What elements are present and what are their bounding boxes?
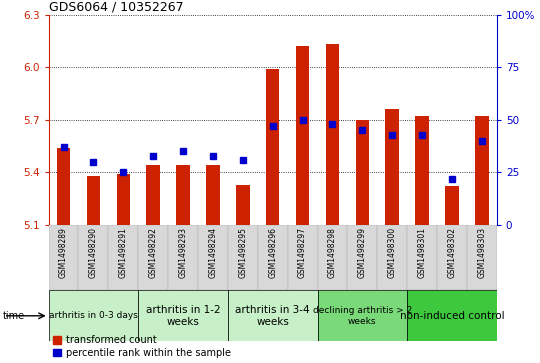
Bar <box>475 116 489 225</box>
Bar <box>198 225 228 290</box>
Bar <box>177 166 190 225</box>
Bar <box>228 290 318 341</box>
Bar <box>138 290 228 341</box>
Bar <box>109 225 138 290</box>
Text: GSM1498296: GSM1498296 <box>268 227 277 278</box>
Bar <box>288 225 318 290</box>
Text: GSM1498295: GSM1498295 <box>238 227 247 278</box>
Text: GSM1498302: GSM1498302 <box>448 227 456 278</box>
Bar <box>258 225 288 290</box>
Text: arthritis in 1-2
weeks: arthritis in 1-2 weeks <box>146 305 220 327</box>
Text: arthritis in 3-4
weeks: arthritis in 3-4 weeks <box>235 305 310 327</box>
Bar <box>326 44 339 225</box>
Bar <box>206 166 220 225</box>
Bar <box>236 185 249 225</box>
Text: GSM1498301: GSM1498301 <box>417 227 427 278</box>
Bar <box>377 225 407 290</box>
Bar <box>407 290 497 341</box>
Bar <box>78 225 109 290</box>
Text: GSM1498299: GSM1498299 <box>358 227 367 278</box>
Text: GSM1498303: GSM1498303 <box>477 227 487 278</box>
Bar <box>386 109 399 225</box>
Bar <box>318 290 407 341</box>
Bar <box>146 166 160 225</box>
Bar <box>407 225 437 290</box>
Text: GSM1498290: GSM1498290 <box>89 227 98 278</box>
Bar <box>168 225 198 290</box>
Bar <box>49 290 138 341</box>
Bar <box>467 225 497 290</box>
Bar <box>318 225 347 290</box>
Text: non-induced control: non-induced control <box>400 311 504 321</box>
Text: GDS6064 / 10352267: GDS6064 / 10352267 <box>49 0 183 13</box>
Bar <box>138 225 168 290</box>
Text: GSM1498293: GSM1498293 <box>179 227 187 278</box>
Text: arthritis in 0-3 days: arthritis in 0-3 days <box>49 311 138 320</box>
Text: GSM1498291: GSM1498291 <box>119 227 128 278</box>
Bar <box>347 225 377 290</box>
Text: GSM1498294: GSM1498294 <box>208 227 218 278</box>
Bar <box>87 176 100 225</box>
Text: GSM1498300: GSM1498300 <box>388 227 397 278</box>
Bar <box>356 120 369 225</box>
Bar <box>57 148 70 225</box>
Bar <box>266 69 279 225</box>
Bar <box>49 225 78 290</box>
Legend: transformed count, percentile rank within the sample: transformed count, percentile rank withi… <box>53 335 231 358</box>
Text: GSM1498292: GSM1498292 <box>148 227 158 278</box>
Bar <box>228 225 258 290</box>
Bar <box>415 116 429 225</box>
Text: GSM1498289: GSM1498289 <box>59 227 68 278</box>
Text: declining arthritis > 2
weeks: declining arthritis > 2 weeks <box>313 306 412 326</box>
Bar <box>296 46 309 225</box>
Text: GSM1498298: GSM1498298 <box>328 227 337 278</box>
Bar <box>446 187 458 225</box>
Bar <box>437 225 467 290</box>
Bar <box>117 174 130 225</box>
Text: GSM1498297: GSM1498297 <box>298 227 307 278</box>
Text: time: time <box>3 311 25 321</box>
